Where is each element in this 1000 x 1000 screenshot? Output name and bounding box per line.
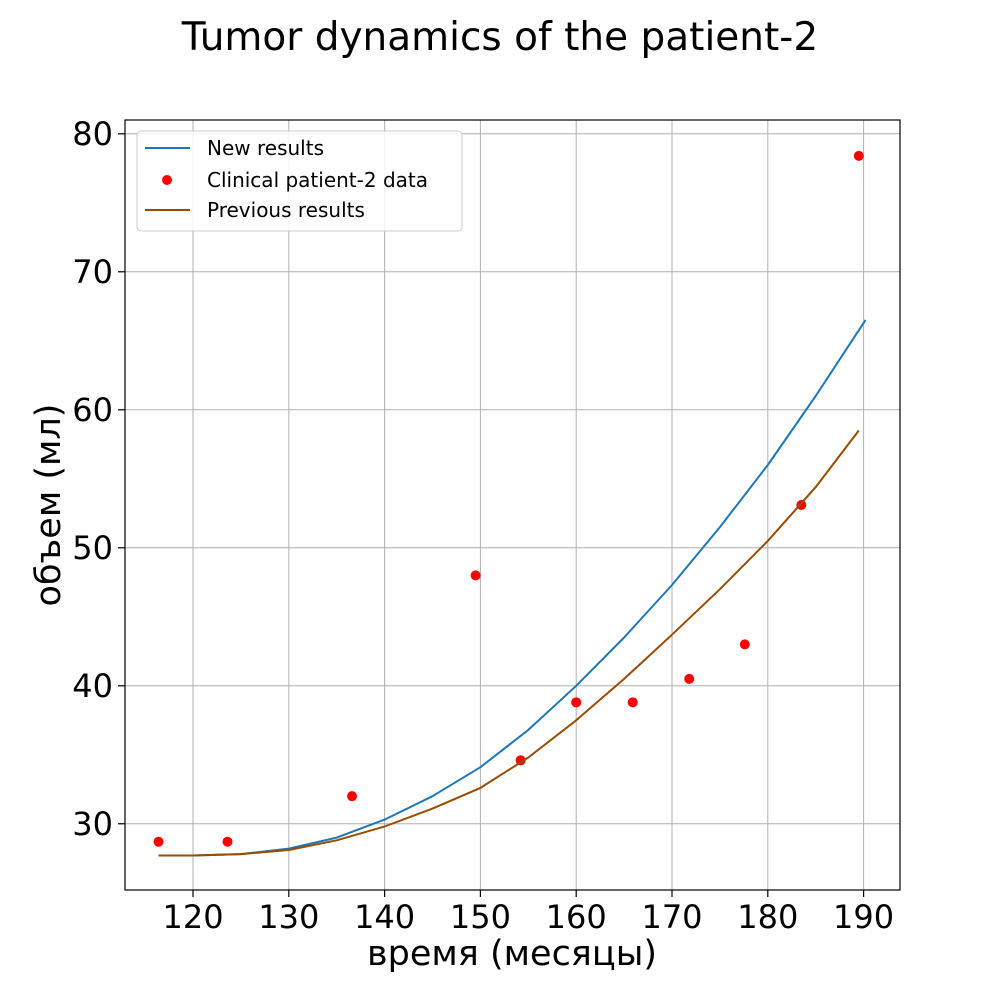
series-line-2 [158, 429, 860, 857]
y-tick-label: 70 [72, 253, 113, 291]
x-axis-label: время (месяцы) [367, 934, 657, 974]
tick-layer: 120 130 140 150 160 170 180 190 30 40 50 60 70 80 [72, 115, 894, 936]
data-point [470, 570, 481, 581]
x-tick-label: 170 [641, 898, 702, 936]
x-tick-label: 180 [737, 898, 798, 936]
series-line-0 [158, 319, 867, 857]
x-tick-label: 130 [258, 898, 319, 936]
x-tick-label: 120 [162, 898, 223, 936]
legend-label-new-results: New results [207, 136, 324, 160]
legend-swatch-clinical-data [162, 175, 172, 185]
data-point [853, 150, 864, 161]
y-tick-label: 80 [72, 115, 113, 153]
x-tick-label: 160 [546, 898, 607, 936]
chart-title: Tumor dynamics of the patient-2 [181, 15, 818, 60]
grid-layer [125, 120, 900, 890]
series-layer [153, 150, 867, 857]
y-tick-label: 30 [72, 805, 113, 843]
x-tick-label: 150 [450, 898, 511, 936]
legend-label-previous-results: Previous results [207, 198, 365, 222]
data-point [571, 697, 582, 708]
x-tick-label: 190 [833, 898, 894, 936]
data-point [739, 639, 750, 650]
y-tick-label: 50 [72, 529, 113, 567]
y-tick-label: 40 [72, 667, 113, 705]
data-point [684, 673, 695, 684]
x-tick-label: 140 [354, 898, 415, 936]
data-point [222, 836, 233, 847]
y-tick-label: 60 [72, 391, 113, 429]
legend: New results Clinical patient-2 data Prev… [136, 130, 463, 232]
plot-frame [124, 119, 901, 891]
legend-label-clinical-data: Clinical patient-2 data [207, 168, 428, 192]
data-point [347, 791, 358, 802]
data-point [153, 836, 164, 847]
legend-box [136, 130, 463, 232]
y-axis-label: объем (мл) [29, 404, 69, 607]
data-point [627, 697, 638, 708]
